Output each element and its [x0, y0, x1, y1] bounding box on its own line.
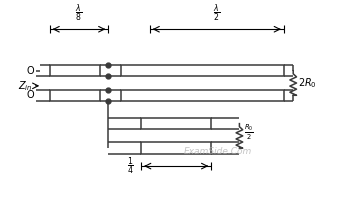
Text: $2R_0$: $2R_0$	[298, 76, 317, 90]
Bar	[50, 90, 100, 101]
Text: $Z_{in}$: $Z_{in}$	[18, 79, 32, 93]
Bar	[121, 65, 284, 77]
Text: $\frac{R_0}{2}$: $\frac{R_0}{2}$	[244, 122, 254, 142]
Bar	[141, 143, 211, 154]
Text: O: O	[27, 90, 35, 100]
Bar	[121, 90, 284, 101]
Bar	[141, 118, 211, 129]
Text: O: O	[27, 66, 35, 76]
Bar	[50, 65, 100, 77]
Text: $\frac{\lambda}{2}$: $\frac{\lambda}{2}$	[213, 2, 221, 24]
Text: ExamSide.Com: ExamSide.Com	[184, 147, 252, 157]
Text: $\frac{1}{4}$: $\frac{1}{4}$	[127, 155, 134, 177]
Text: $\frac{\lambda}{8}$: $\frac{\lambda}{8}$	[75, 2, 83, 24]
